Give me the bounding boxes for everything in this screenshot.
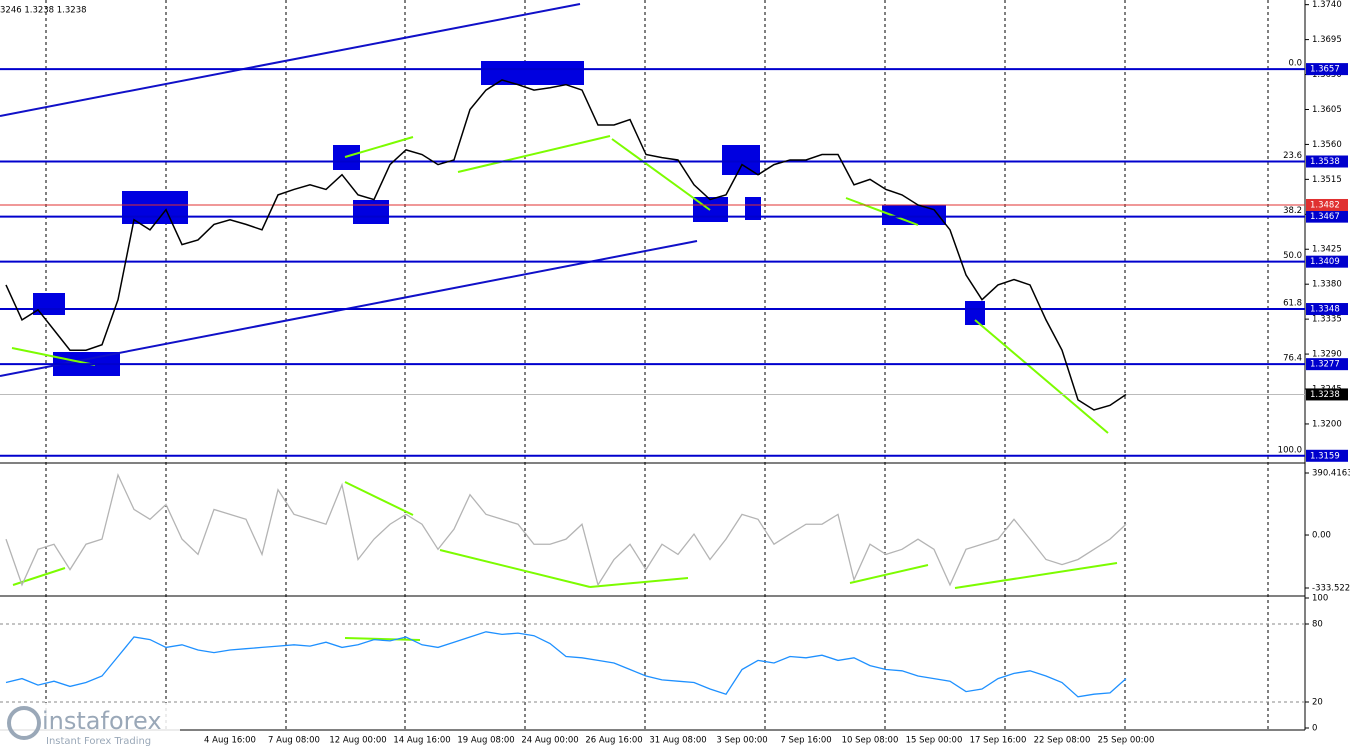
price-box [1306,449,1348,462]
x-tick-label: 25 Sep 00:00 [1098,736,1155,746]
y-tick-label: 1.3380 [1312,280,1342,290]
x-tick-label: 7 Sep 16:00 [780,736,831,746]
separators [0,0,1306,731]
brand-tagline: Instant Forex Trading [46,736,151,747]
x-tick-label: 7 Aug 08:00 [268,736,320,746]
price-label: 1.3159 [1310,451,1340,461]
price-label: 1.3467 [1310,212,1340,222]
price-box [1306,303,1348,316]
y-tick-label: 1.3740 [1312,0,1342,10]
fib-ratio: 100.0 [1278,445,1302,455]
x-tick-label: 15 Sep 00:00 [906,736,963,746]
fib-ratio: 61.8 [1283,299,1302,309]
fib-ratio: 38.2 [1283,206,1302,216]
price-box [1306,210,1348,223]
x-tick-label: 14 Aug 16:00 [393,736,450,746]
price-box [1306,198,1348,211]
y-tick-label: 1.3605 [1312,105,1342,115]
y-tick-label: 20 [1312,698,1323,708]
x-tick-label: 4 Aug 16:00 [204,736,256,746]
x-tick-label: 17 Sep 16:00 [970,736,1027,746]
x-tick-label: 26 Aug 16:00 [585,736,642,746]
price-label: 1.3409 [1310,257,1340,267]
y-tick-label: 390.4163 [1312,469,1350,479]
x-tick-label: 22 Sep 08:00 [1034,736,1091,746]
fib-ratio: 76.4 [1283,354,1302,364]
price-box [1306,388,1348,401]
price-label: 1.3482 [1310,200,1340,210]
y-tick-label: 1.3335 [1312,315,1342,325]
series-line [5,473,1127,587]
y-tick-label: 1.3695 [1312,35,1342,45]
x-tick-label: 12 Aug 00:00 [329,736,386,746]
price-label: 1.3538 [1310,157,1340,167]
price-box [1306,63,1348,76]
y-tick-label: 1.3290 [1312,350,1342,360]
y-tick-label: 1.3200 [1312,419,1342,429]
price-box [1306,255,1348,268]
logo: instaforex Instant Forex Trading [0,703,180,749]
x-tick-label: 3 Sep 00:00 [716,736,767,746]
price-label: 1.3657 [1310,65,1340,75]
fib-ratio: 23.6 [1283,151,1302,161]
series-line [5,631,1127,698]
brand-name: instaforex [42,707,162,735]
y-tick-label: -333.522 [1312,584,1350,594]
y-tick-label: 1.3560 [1312,140,1342,150]
header-text: 3246 1.3238 1.3238 [0,6,87,16]
fib-ratio: 50.0 [1283,251,1302,261]
price-label: 1.3277 [1310,360,1340,370]
price-label: 1.3348 [1310,305,1340,315]
y-tick-label: 100 [1312,594,1328,604]
trend-lines [11,135,1118,641]
y-tick-label: 1.3515 [1312,175,1342,185]
x-tick-label: 24 Aug 00:00 [521,736,578,746]
price-label: 1.3238 [1310,390,1340,400]
price-box [1306,358,1348,371]
y-tick-label: 1.3425 [1312,245,1342,255]
x-tick-label: 19 Aug 08:00 [457,736,514,746]
fib-ratio: 0.0 [1288,59,1302,69]
series-line [5,79,1127,411]
x-tick-label: 10 Sep 08:00 [842,736,899,746]
y-tick-label: 0.00 [1312,531,1331,541]
y-tick-label: 0 [1312,724,1317,734]
price-box [1306,155,1348,168]
y-tick-label: 80 [1312,620,1323,630]
x-tick-label: 31 Aug 08:00 [649,736,706,746]
